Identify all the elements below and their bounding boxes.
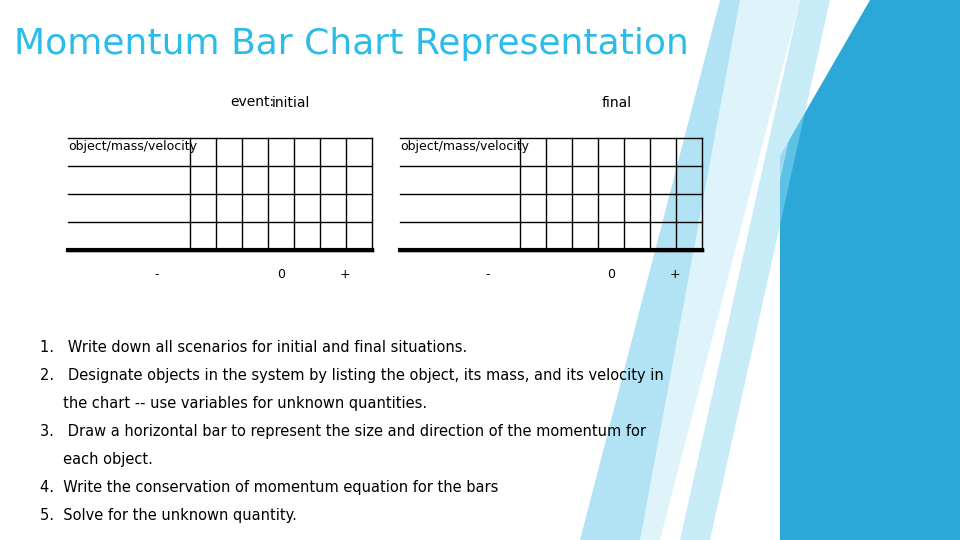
- Polygon shape: [640, 0, 870, 540]
- Text: 2.   Designate objects in the system by listing the object, its mass, and its ve: 2. Designate objects in the system by li…: [40, 368, 663, 383]
- Text: 3.   Draw a horizontal bar to represent the size and direction of the momentum f: 3. Draw a horizontal bar to represent th…: [40, 424, 646, 439]
- Polygon shape: [640, 0, 820, 540]
- Text: final: final: [602, 96, 632, 110]
- Text: 1.   Write down all scenarios for initial and final situations.: 1. Write down all scenarios for initial …: [40, 340, 468, 355]
- Polygon shape: [850, 0, 960, 540]
- Text: +: +: [669, 268, 680, 281]
- Text: -: -: [154, 268, 158, 281]
- Text: event:: event:: [230, 95, 275, 109]
- Text: the chart -- use variables for unknown quantities.: the chart -- use variables for unknown q…: [40, 396, 427, 411]
- Text: 4.  Write the conservation of momentum equation for the bars: 4. Write the conservation of momentum eq…: [40, 480, 498, 495]
- Text: 0: 0: [607, 268, 615, 281]
- Text: +: +: [340, 268, 350, 281]
- Text: each object.: each object.: [40, 452, 153, 467]
- Text: 0: 0: [277, 268, 285, 281]
- Polygon shape: [780, 0, 960, 540]
- Polygon shape: [680, 0, 830, 540]
- Text: initial: initial: [272, 96, 310, 110]
- Text: object/mass/velocity: object/mass/velocity: [68, 140, 197, 153]
- Text: Momentum Bar Chart Representation: Momentum Bar Chart Representation: [14, 27, 689, 61]
- Text: -: -: [485, 268, 490, 281]
- Polygon shape: [580, 0, 800, 540]
- Text: object/mass/velocity: object/mass/velocity: [400, 140, 529, 153]
- Text: 5.  Solve for the unknown quantity.: 5. Solve for the unknown quantity.: [40, 508, 297, 523]
